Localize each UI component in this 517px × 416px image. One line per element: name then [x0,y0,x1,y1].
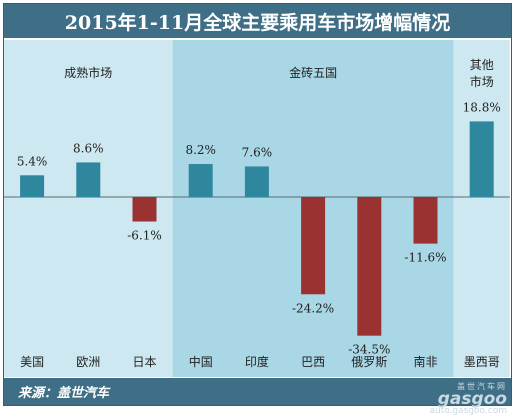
category-label: 俄罗斯 [351,355,387,369]
watermark-cn: 盖世汽车网 [457,382,507,391]
bar [244,166,269,197]
group-label: 市场 [470,74,494,89]
category-label: 巴西 [301,355,325,369]
data-label: -24.2% [292,301,334,315]
category-label: 美国 [20,355,44,369]
bar [20,175,45,197]
bar [357,197,382,336]
category-label: 南非 [413,354,437,369]
bar [76,162,101,197]
data-label: -34.5% [348,343,390,357]
data-label: -11.6% [404,251,446,265]
data-label: 18.8% [463,100,501,114]
watermark-url: auto.gasgoo.com [429,406,507,416]
group-label: 成熟市场 [64,65,112,80]
chart-title: 2015年1-11月全球主要乘用车市场增幅情况 [4,4,511,38]
bar [188,164,213,197]
bar [469,121,494,197]
group-band [453,40,510,377]
group-label: 金砖五国 [289,65,337,80]
data-label: 5.4% [17,154,48,168]
data-label: 8.6% [73,141,104,155]
data-label: -6.1% [127,229,162,243]
category-label: 印度 [245,354,269,369]
bar [413,197,438,244]
bar [132,197,157,222]
category-label: 日本 [132,355,156,369]
bar [301,197,326,295]
category-label: 墨西哥 [464,355,500,369]
group-label: 其他 [470,58,494,72]
watermark-brand: gasgoo [437,389,507,409]
category-label: 中国 [189,354,213,369]
source-note: 来源：盖世汽车 [4,378,511,405]
category-label: 欧洲 [76,355,100,369]
data-label: 7.6% [242,145,273,159]
data-label: 8.2% [185,143,216,157]
